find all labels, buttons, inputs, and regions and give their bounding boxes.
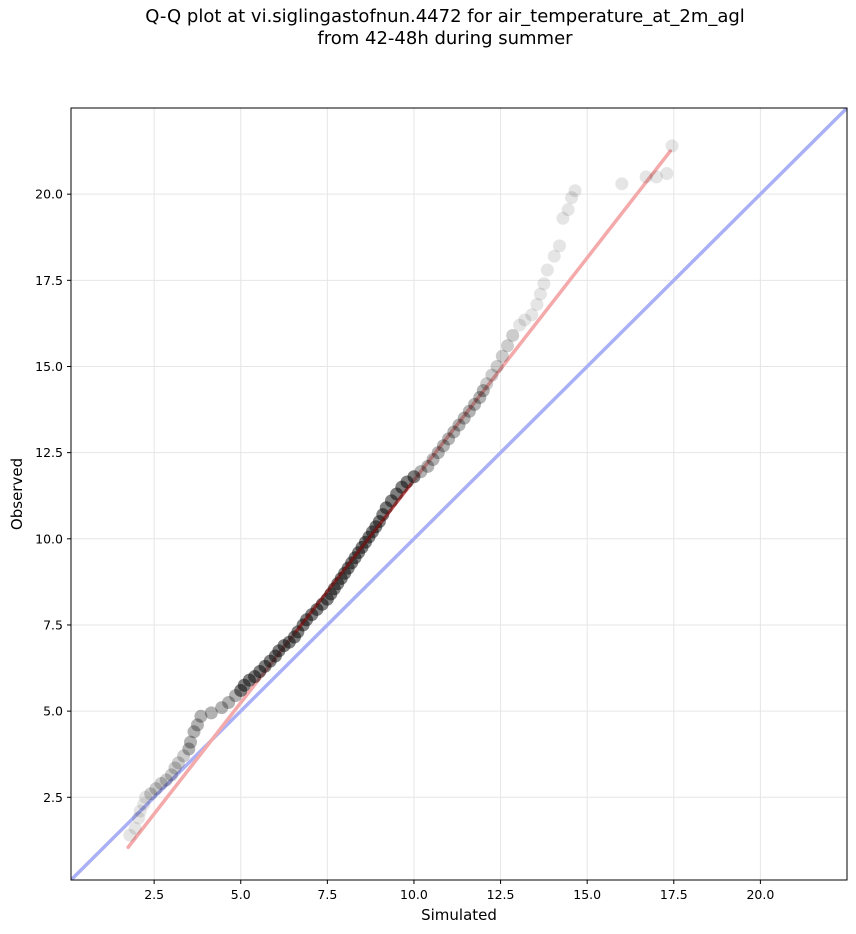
data-point [133, 804, 147, 818]
data-point [533, 287, 547, 301]
data-point [154, 777, 168, 790]
data-point [159, 773, 173, 787]
data-point [547, 249, 561, 263]
grid [71, 108, 847, 880]
data-point [194, 709, 208, 723]
data-point [447, 425, 461, 439]
identity-line [71, 108, 847, 880]
data-point [137, 797, 151, 811]
data-point [476, 384, 490, 398]
data-point [457, 411, 471, 425]
x-tick-label: 5.0 [231, 887, 251, 902]
x-tick-label: 10.0 [400, 887, 428, 902]
data-point [190, 718, 204, 732]
data-point [177, 749, 191, 763]
y-tick-label: 20.0 [35, 187, 63, 202]
data-point [530, 297, 544, 311]
chart-title-line-2: from 42-48h during summer [317, 28, 573, 49]
data-point [414, 465, 428, 479]
data-point [525, 308, 539, 322]
y-tick-label: 5.0 [43, 704, 63, 719]
y-tick-label: 7.5 [43, 617, 63, 632]
data-point [506, 328, 520, 342]
data-point [452, 418, 466, 432]
data-point [468, 397, 482, 411]
y-tick-label: 10.0 [35, 531, 63, 546]
x-axis-label: Simulated [421, 906, 497, 924]
x-tick-label: 20.0 [746, 887, 774, 902]
data-points [123, 139, 679, 842]
axis-ticks: 2.5 5.0 7.5 10.0 12.5 15.0 17.5 20.0 2.5 5.0 7.5 10… [35, 187, 774, 902]
data-point [407, 470, 421, 484]
data-point [215, 701, 229, 715]
data-point [138, 790, 152, 804]
data-point [421, 459, 435, 473]
data-point [462, 404, 476, 418]
reference-lines [71, 108, 847, 880]
plot-frame [70, 107, 848, 881]
y-tick-label: 12.5 [35, 445, 63, 460]
data-point [480, 377, 494, 391]
data-point [473, 391, 487, 404]
data-point [442, 432, 456, 446]
x-tick-label: 2.5 [144, 887, 164, 902]
data-point [187, 725, 201, 739]
data-point [561, 203, 575, 217]
y-axis-label: Observed [8, 458, 26, 530]
chart-title-line-1: Q-Q plot at vi.siglingastofnun.4472 for … [145, 6, 745, 27]
data-point [164, 768, 178, 782]
data-point [649, 170, 663, 184]
data-point [537, 277, 551, 291]
data-point [132, 811, 146, 825]
data-point [436, 439, 450, 453]
data-point [495, 349, 509, 363]
x-tick-label: 17.5 [660, 887, 688, 902]
data-point [490, 359, 504, 373]
x-tick-label: 7.5 [317, 887, 337, 902]
data-point [552, 239, 566, 253]
data-point [222, 696, 236, 710]
y-tick-label: 15.0 [35, 359, 63, 374]
data-point [565, 191, 579, 205]
data-point [123, 828, 137, 842]
data-point [540, 263, 554, 277]
data-point [168, 761, 182, 775]
y-tick-label: 17.5 [35, 273, 63, 288]
data-point [665, 139, 679, 153]
data-point [128, 821, 142, 835]
data-point [501, 339, 514, 353]
data-point [639, 170, 653, 184]
data-point [431, 446, 445, 460]
data-point [149, 782, 163, 796]
fit-line-dense-segment [294, 483, 412, 634]
data-point [184, 735, 198, 749]
data-point [615, 177, 629, 191]
x-tick-label: 12.5 [487, 887, 515, 902]
data-point [556, 211, 570, 225]
x-tick-label: 15.0 [573, 887, 601, 902]
data-point [660, 166, 674, 180]
chart-title: Q-Q plot at vi.siglingastofnun.4472 for … [0, 6, 856, 50]
data-point [513, 318, 527, 332]
y-tick-label: 2.5 [43, 790, 63, 805]
data-point [485, 368, 499, 382]
data-point [171, 756, 185, 770]
data-point [568, 184, 582, 198]
data-point [518, 313, 532, 327]
data-point [144, 787, 158, 801]
data-point [426, 453, 440, 467]
data-point [182, 742, 196, 756]
data-point [204, 706, 218, 720]
